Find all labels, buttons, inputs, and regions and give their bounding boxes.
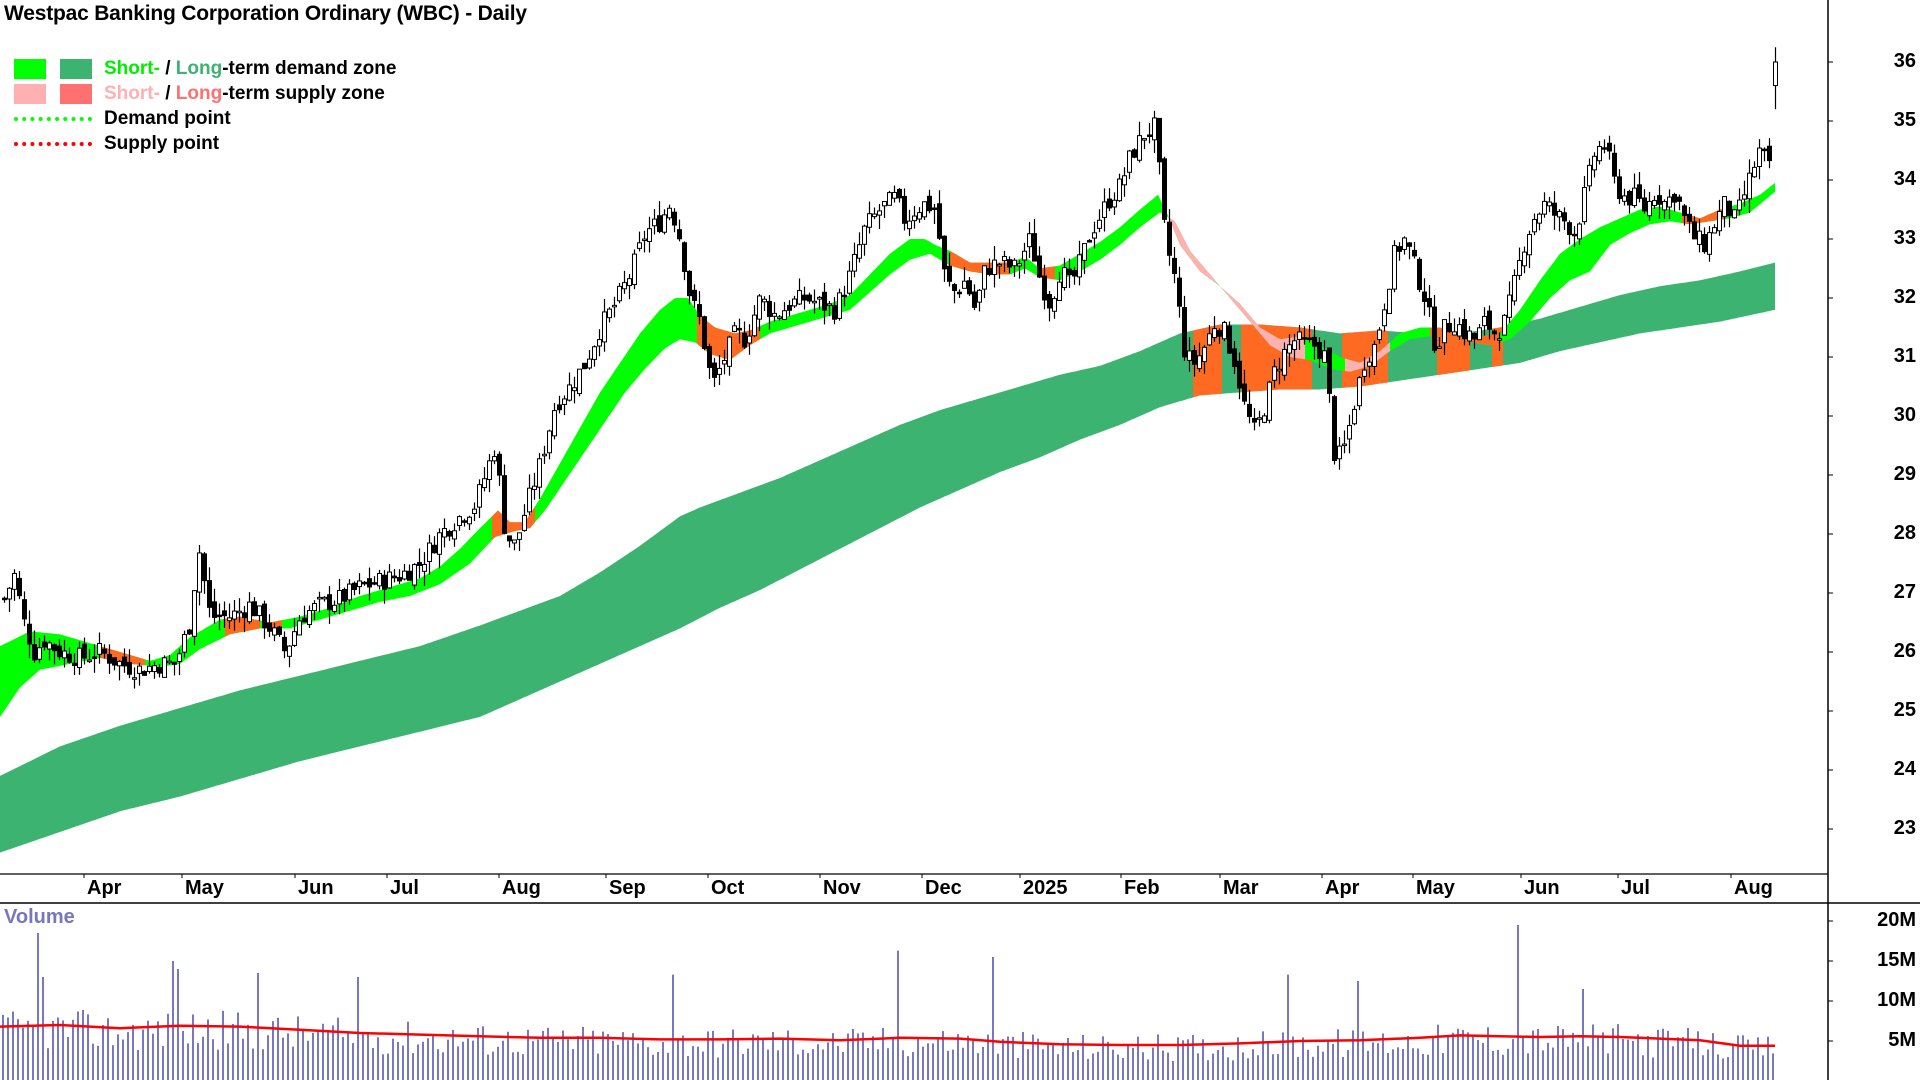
volume-tick-label: 15M <box>1877 949 1916 971</box>
short-supply-swatch <box>14 84 46 104</box>
x-tick-label: Oct <box>711 877 745 899</box>
y-tick-label: 27 <box>1893 581 1916 603</box>
legend-separator: / <box>159 83 176 104</box>
x-tick-label: Apr <box>1325 877 1360 899</box>
x-tick-label: Jul <box>390 877 419 899</box>
x-tick-label: Jun <box>298 877 334 899</box>
legend-separator: / <box>159 58 176 79</box>
supply-point-dotted-line-icon <box>14 142 92 146</box>
volume-tick-label: 10M <box>1877 989 1916 1011</box>
y-tick-label: 28 <box>1893 522 1916 544</box>
legend-short-label: Short- <box>104 58 160 79</box>
demand-point-dotted-line-icon <box>14 117 92 121</box>
y-tick-label: 30 <box>1893 404 1916 426</box>
supply-point-label: Supply point <box>104 133 220 154</box>
long-supply-swatch <box>60 84 92 104</box>
x-tick-label: Nov <box>823 877 861 899</box>
short-demand-swatch <box>14 59 46 79</box>
y-tick-label: 34 <box>1893 168 1916 190</box>
y-tick-label: 35 <box>1893 109 1916 131</box>
x-tick-label: Mar <box>1223 877 1259 899</box>
x-tick-label: Aug <box>502 877 541 899</box>
x-tick-label: May <box>1416 877 1455 899</box>
legend-zone-text: -term demand zone <box>222 58 397 79</box>
y-tick-label: 24 <box>1893 758 1916 780</box>
x-tick-label: Jun <box>1524 877 1560 899</box>
volume-panel-title: Volume <box>4 906 75 928</box>
demand-point-label: Demand point <box>104 108 231 129</box>
x-tick-label: May <box>185 877 224 899</box>
y-tick-label: 26 <box>1893 640 1916 662</box>
legend-long-label: Long <box>175 83 223 104</box>
long-term-zone-band <box>0 262 1775 853</box>
x-tick-label: 2025 <box>1023 877 1068 899</box>
x-tick-label: Dec <box>925 877 962 899</box>
y-tick-label: 32 <box>1893 286 1916 308</box>
volume-tick-label: 20M <box>1877 909 1916 931</box>
x-tick-label: Apr <box>87 877 122 899</box>
y-tick-label: 29 <box>1893 463 1916 485</box>
volume-moving-average <box>0 1023 1775 1048</box>
y-tick-label: 36 <box>1893 50 1916 72</box>
y-tick-label: 25 <box>1893 699 1916 721</box>
volume-bars <box>2 925 1774 1080</box>
candlesticks <box>2 47 1778 689</box>
long-demand-swatch <box>60 59 92 79</box>
volume-tick-label: 5M <box>1888 1029 1916 1051</box>
chart-title: Westpac Banking Corporation Ordinary (WB… <box>4 2 527 25</box>
legend-long-label: Long <box>175 58 223 79</box>
y-tick-label: 31 <box>1893 345 1916 367</box>
x-tick-label: Jul <box>1621 877 1650 899</box>
legend-short-label: Short- <box>104 83 160 104</box>
x-tick-label: Feb <box>1124 877 1160 899</box>
y-tick-label: 23 <box>1893 817 1916 839</box>
legend-zone-text: -term supply zone <box>222 83 385 104</box>
y-tick-label: 33 <box>1893 227 1916 249</box>
x-tick-label: Aug <box>1734 877 1773 899</box>
x-tick-label: Sep <box>609 877 646 899</box>
